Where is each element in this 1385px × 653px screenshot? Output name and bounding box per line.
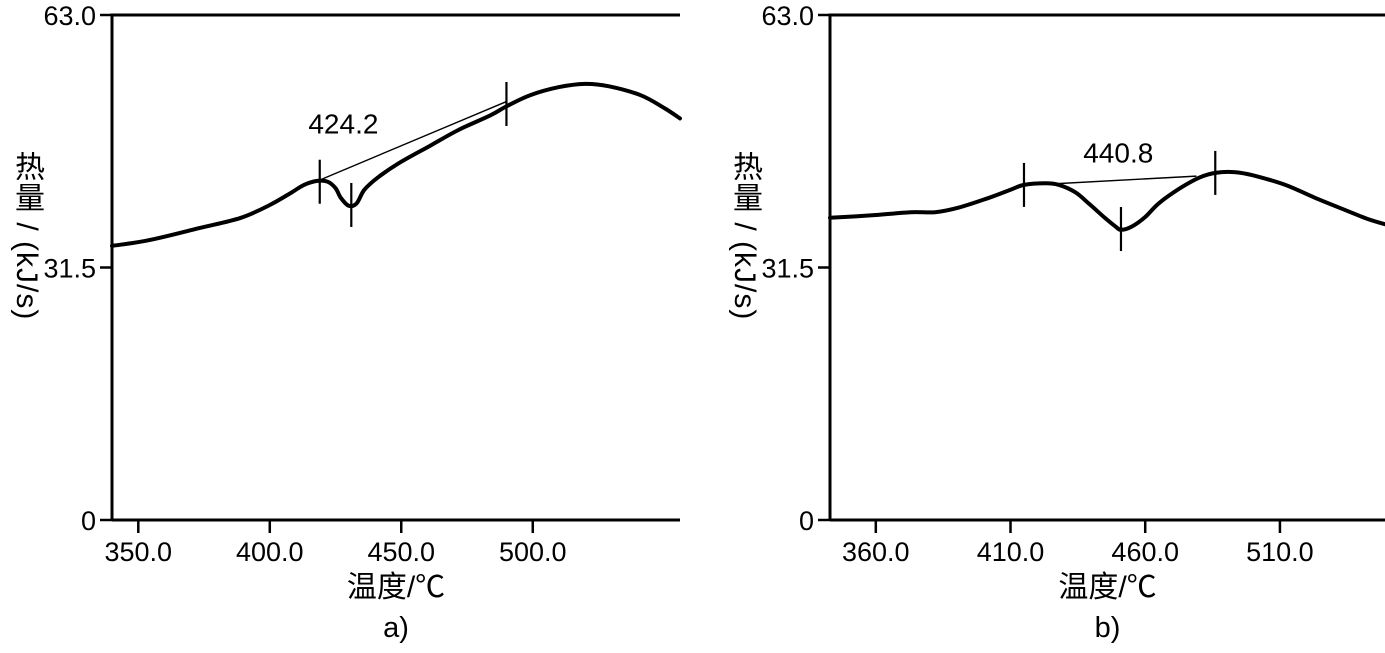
y-tick-label: 0 <box>81 506 96 536</box>
y-tick-label: 31.5 <box>761 254 814 284</box>
x-tick-label: 510.0 <box>1246 537 1314 567</box>
y-tick-label: 63.0 <box>761 1 814 31</box>
x-tick-label: 500.0 <box>499 537 567 567</box>
peak-baseline <box>1048 175 1197 185</box>
x-tick-label: 350.0 <box>105 537 173 567</box>
axis-frame <box>110 13 680 522</box>
dsc-curve <box>828 169 1385 232</box>
peak-baseline <box>311 100 507 184</box>
x-tick-label: 400.0 <box>236 537 304 567</box>
y-axis-label-b: 热量 / (kJ/s) <box>728 150 761 321</box>
y-tick-label: 31.5 <box>43 254 96 284</box>
x-axis-label-b: 温度/℃ <box>1058 571 1157 604</box>
dsc-curve <box>110 81 682 248</box>
y-tick-label: 63.0 <box>43 1 96 31</box>
x-tick-label: 450.0 <box>367 537 435 567</box>
x-tick-label: 410.0 <box>977 537 1045 567</box>
x-tick-label: 360.0 <box>842 537 910 567</box>
x-tick-label: 460.0 <box>1111 537 1179 567</box>
peak-temperature-label: 424.2 <box>308 109 378 140</box>
chart-panel-1: 0 31.5 63.0 360.0 410.0 460.0 510.0 440.8 <box>761 1 1385 567</box>
subfigure-caption-a: a) <box>383 612 409 644</box>
y-tick-label: 0 <box>799 506 814 536</box>
axis-frame <box>828 13 1385 522</box>
subfigure-caption-b: b) <box>1094 612 1121 644</box>
x-axis-label-a: 温度/℃ <box>346 571 446 604</box>
chart-panel-0: 0 31.5 63.0 350.0 400.0 450.0 500.0 424.2 <box>43 1 682 567</box>
y-axis-label-a: 热量 / (kJ/s) <box>10 150 43 321</box>
peak-temperature-label: 440.8 <box>1083 137 1153 168</box>
